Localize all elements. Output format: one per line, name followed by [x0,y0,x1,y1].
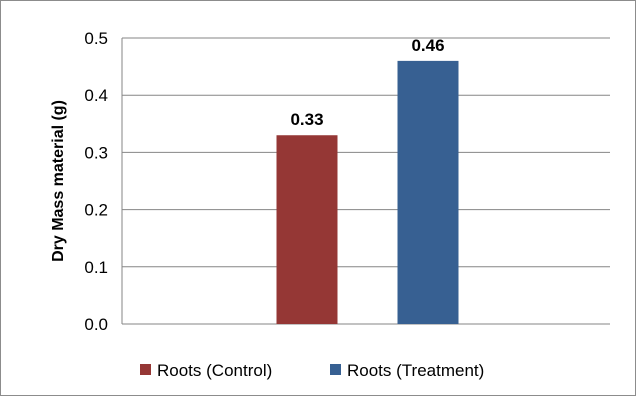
legend: Roots (Control) Roots (Treatment) [140,361,484,380]
data-label: 0.46 [411,36,444,55]
legend-label: Roots (Treatment) [347,361,484,380]
gridlines [122,37,610,325]
data-label: 0.33 [290,110,323,129]
y-tick-label: 0.3 [84,143,108,162]
y-axis-tick-labels: 0.0 0.1 0.2 0.3 0.4 0.5 [84,29,108,334]
bar [276,135,338,324]
y-tick-label: 0.1 [84,258,108,277]
data-labels: 0.33 0.46 [290,36,444,129]
legend-label: Roots (Control) [157,361,272,380]
y-tick-label: 0.0 [84,315,108,334]
y-axis-title: Dry Mass material (g) [50,100,67,262]
legend-swatch [330,364,341,375]
y-tick-label: 0.2 [84,201,108,220]
y-tick-label: 0.4 [84,86,108,105]
y-tick-label: 0.5 [84,29,108,48]
legend-swatch [140,364,151,375]
bars [276,60,459,324]
bar [397,60,459,324]
